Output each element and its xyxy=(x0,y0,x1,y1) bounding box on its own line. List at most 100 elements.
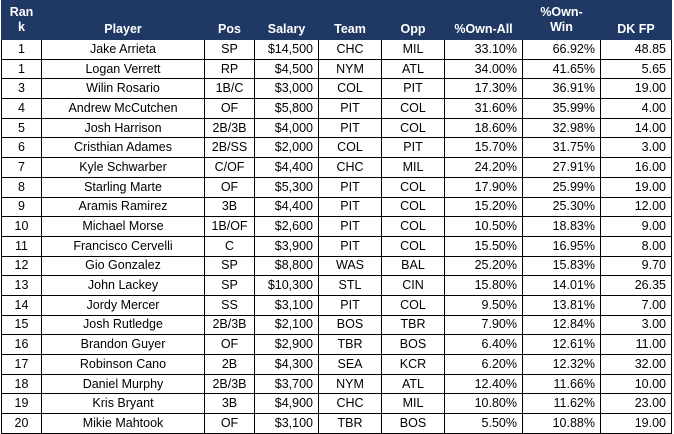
cell-team: SEA xyxy=(318,354,382,375)
cell-opp: ATL xyxy=(381,373,445,395)
cell-opp: MIL xyxy=(381,157,445,178)
header-rank[interactable]: Ran k xyxy=(1,0,42,40)
cell-own-win: 13.81% xyxy=(522,294,601,316)
table-row: 11 Francisco Cervelli C $3,900 PIT COL 15.50% 1… xyxy=(1,235,672,257)
cell-rank: 1 xyxy=(1,39,42,60)
cell-rank: 1 xyxy=(1,58,42,80)
cell-opp: COL xyxy=(381,117,445,139)
cell-pos: SP xyxy=(204,39,255,60)
cell-opp: PIT xyxy=(381,78,445,100)
table-row: 3 Wilin Rosario 1B/C $3,000 COL PIT 17.30% 36.9… xyxy=(1,78,672,100)
header-dk-fp[interactable]: DK FP xyxy=(600,0,672,40)
table-row: 10 Michael Morse 1B/OF $2,600 PIT COL 10.50% 18… xyxy=(1,216,672,237)
cell-opp: PIT xyxy=(381,137,445,159)
cell-team: TBR xyxy=(318,413,382,434)
cell-own-all: 7.90% xyxy=(444,314,523,336)
cell-player: Andrew McCutchen xyxy=(41,98,205,119)
cell-salary: $2,600 xyxy=(254,216,319,237)
cell-pos: 1B/OF xyxy=(204,216,255,237)
cell-opp: COL xyxy=(381,196,445,218)
header-salary[interactable]: Salary xyxy=(254,0,319,40)
cell-team: COL xyxy=(318,137,382,159)
cell-salary: $5,300 xyxy=(254,176,319,198)
header-player[interactable]: Player xyxy=(41,0,205,40)
cell-pos: SP xyxy=(204,275,255,296)
cell-opp: COL xyxy=(381,216,445,237)
cell-salary: $14,500 xyxy=(254,39,319,60)
cell-own-all: 18.60% xyxy=(444,117,523,139)
cell-dk-fp: 48.85 xyxy=(600,39,672,60)
cell-salary: $3,100 xyxy=(254,294,319,316)
cell-dk-fp: 3.00 xyxy=(600,314,672,336)
cell-dk-fp: 19.00 xyxy=(600,413,672,434)
cell-rank: 12 xyxy=(1,255,42,277)
cell-dk-fp: 23.00 xyxy=(600,393,672,415)
cell-salary: $10,300 xyxy=(254,275,319,296)
cell-own-win: 25.30% xyxy=(522,196,601,218)
cell-dk-fp: 19.00 xyxy=(600,176,672,198)
cell-pos: 2B/3B xyxy=(204,117,255,139)
cell-team: CHC xyxy=(318,39,382,60)
cell-dk-fp: 5.65 xyxy=(600,58,672,80)
cell-own-all: 31.60% xyxy=(444,98,523,119)
cell-opp: ATL xyxy=(381,58,445,80)
cell-own-all: 15.80% xyxy=(444,275,523,296)
cell-salary: $8,800 xyxy=(254,255,319,277)
cell-own-all: 6.20% xyxy=(444,354,523,375)
cell-rank: 7 xyxy=(1,157,42,178)
cell-opp: TBR xyxy=(381,314,445,336)
cell-own-all: 6.40% xyxy=(444,334,523,355)
cell-rank: 15 xyxy=(1,314,42,336)
cell-own-win: 14.01% xyxy=(522,275,601,296)
cell-salary: $4,900 xyxy=(254,393,319,415)
table-row: 19 Kris Bryant 3B $4,900 CHC MIL 10.80% 11.62% 2… xyxy=(1,393,672,415)
cell-own-all: 25.20% xyxy=(444,255,523,277)
cell-pos: 2B/SS xyxy=(204,137,255,159)
cell-pos: 1B/C xyxy=(204,78,255,100)
cell-pos: 2B/3B xyxy=(204,314,255,336)
cell-team: STL xyxy=(318,275,382,296)
header-opp[interactable]: Opp xyxy=(381,0,445,40)
cell-rank: 17 xyxy=(1,354,42,375)
cell-rank: 11 xyxy=(1,235,42,257)
cell-own-win: 18.83% xyxy=(522,216,601,237)
cell-rank: 8 xyxy=(1,176,42,198)
cell-pos: OF xyxy=(204,413,255,434)
cell-dk-fp: 16.00 xyxy=(600,157,672,178)
table-header: Ran k Player Pos Salary Team Opp %Own-Al… xyxy=(1,0,672,40)
cell-pos: 3B xyxy=(204,196,255,218)
header-own-win[interactable]: %Own- Win xyxy=(522,0,601,40)
cell-dk-fp: 4.00 xyxy=(600,98,672,119)
cell-player: Cristhian Adames xyxy=(41,137,205,159)
table-row: 9 Aramis Ramirez 3B $4,400 PIT COL 15.20% 25.30… xyxy=(1,196,672,218)
header-own-all[interactable]: %Own-All xyxy=(444,0,523,40)
cell-own-win: 16.95% xyxy=(522,235,601,257)
cell-player: Wilin Rosario xyxy=(41,78,205,100)
cell-own-win: 27.91% xyxy=(522,157,601,178)
cell-team: PIT xyxy=(318,176,382,198)
cell-opp: COL xyxy=(381,235,445,257)
cell-own-win: 11.62% xyxy=(522,393,601,415)
cell-player: Kris Bryant xyxy=(41,393,205,415)
cell-salary: $4,300 xyxy=(254,354,319,375)
header-team[interactable]: Team xyxy=(318,0,382,40)
cell-salary: $3,100 xyxy=(254,413,319,434)
cell-own-all: 9.50% xyxy=(444,294,523,316)
cell-pos: 2B/3B xyxy=(204,373,255,395)
header-rank-line1: Ran xyxy=(9,5,34,19)
cell-opp: MIL xyxy=(381,39,445,60)
cell-rank: 13 xyxy=(1,275,42,296)
header-pos[interactable]: Pos xyxy=(204,0,255,40)
cell-dk-fp: 7.00 xyxy=(600,294,672,316)
table-row: 20 Mikie Mahtook OF $3,100 TBR BOS 5.50% 10.88%… xyxy=(1,413,672,434)
cell-team: NYM xyxy=(318,373,382,395)
cell-own-all: 34.00% xyxy=(444,58,523,80)
cell-player: Aramis Ramirez xyxy=(41,196,205,218)
cell-rank: 9 xyxy=(1,196,42,218)
cell-rank: 6 xyxy=(1,137,42,159)
cell-dk-fp: 14.00 xyxy=(600,117,672,139)
cell-player: Josh Rutledge xyxy=(41,314,205,336)
cell-team: PIT xyxy=(318,117,382,139)
cell-dk-fp: 26.35 xyxy=(600,275,672,296)
